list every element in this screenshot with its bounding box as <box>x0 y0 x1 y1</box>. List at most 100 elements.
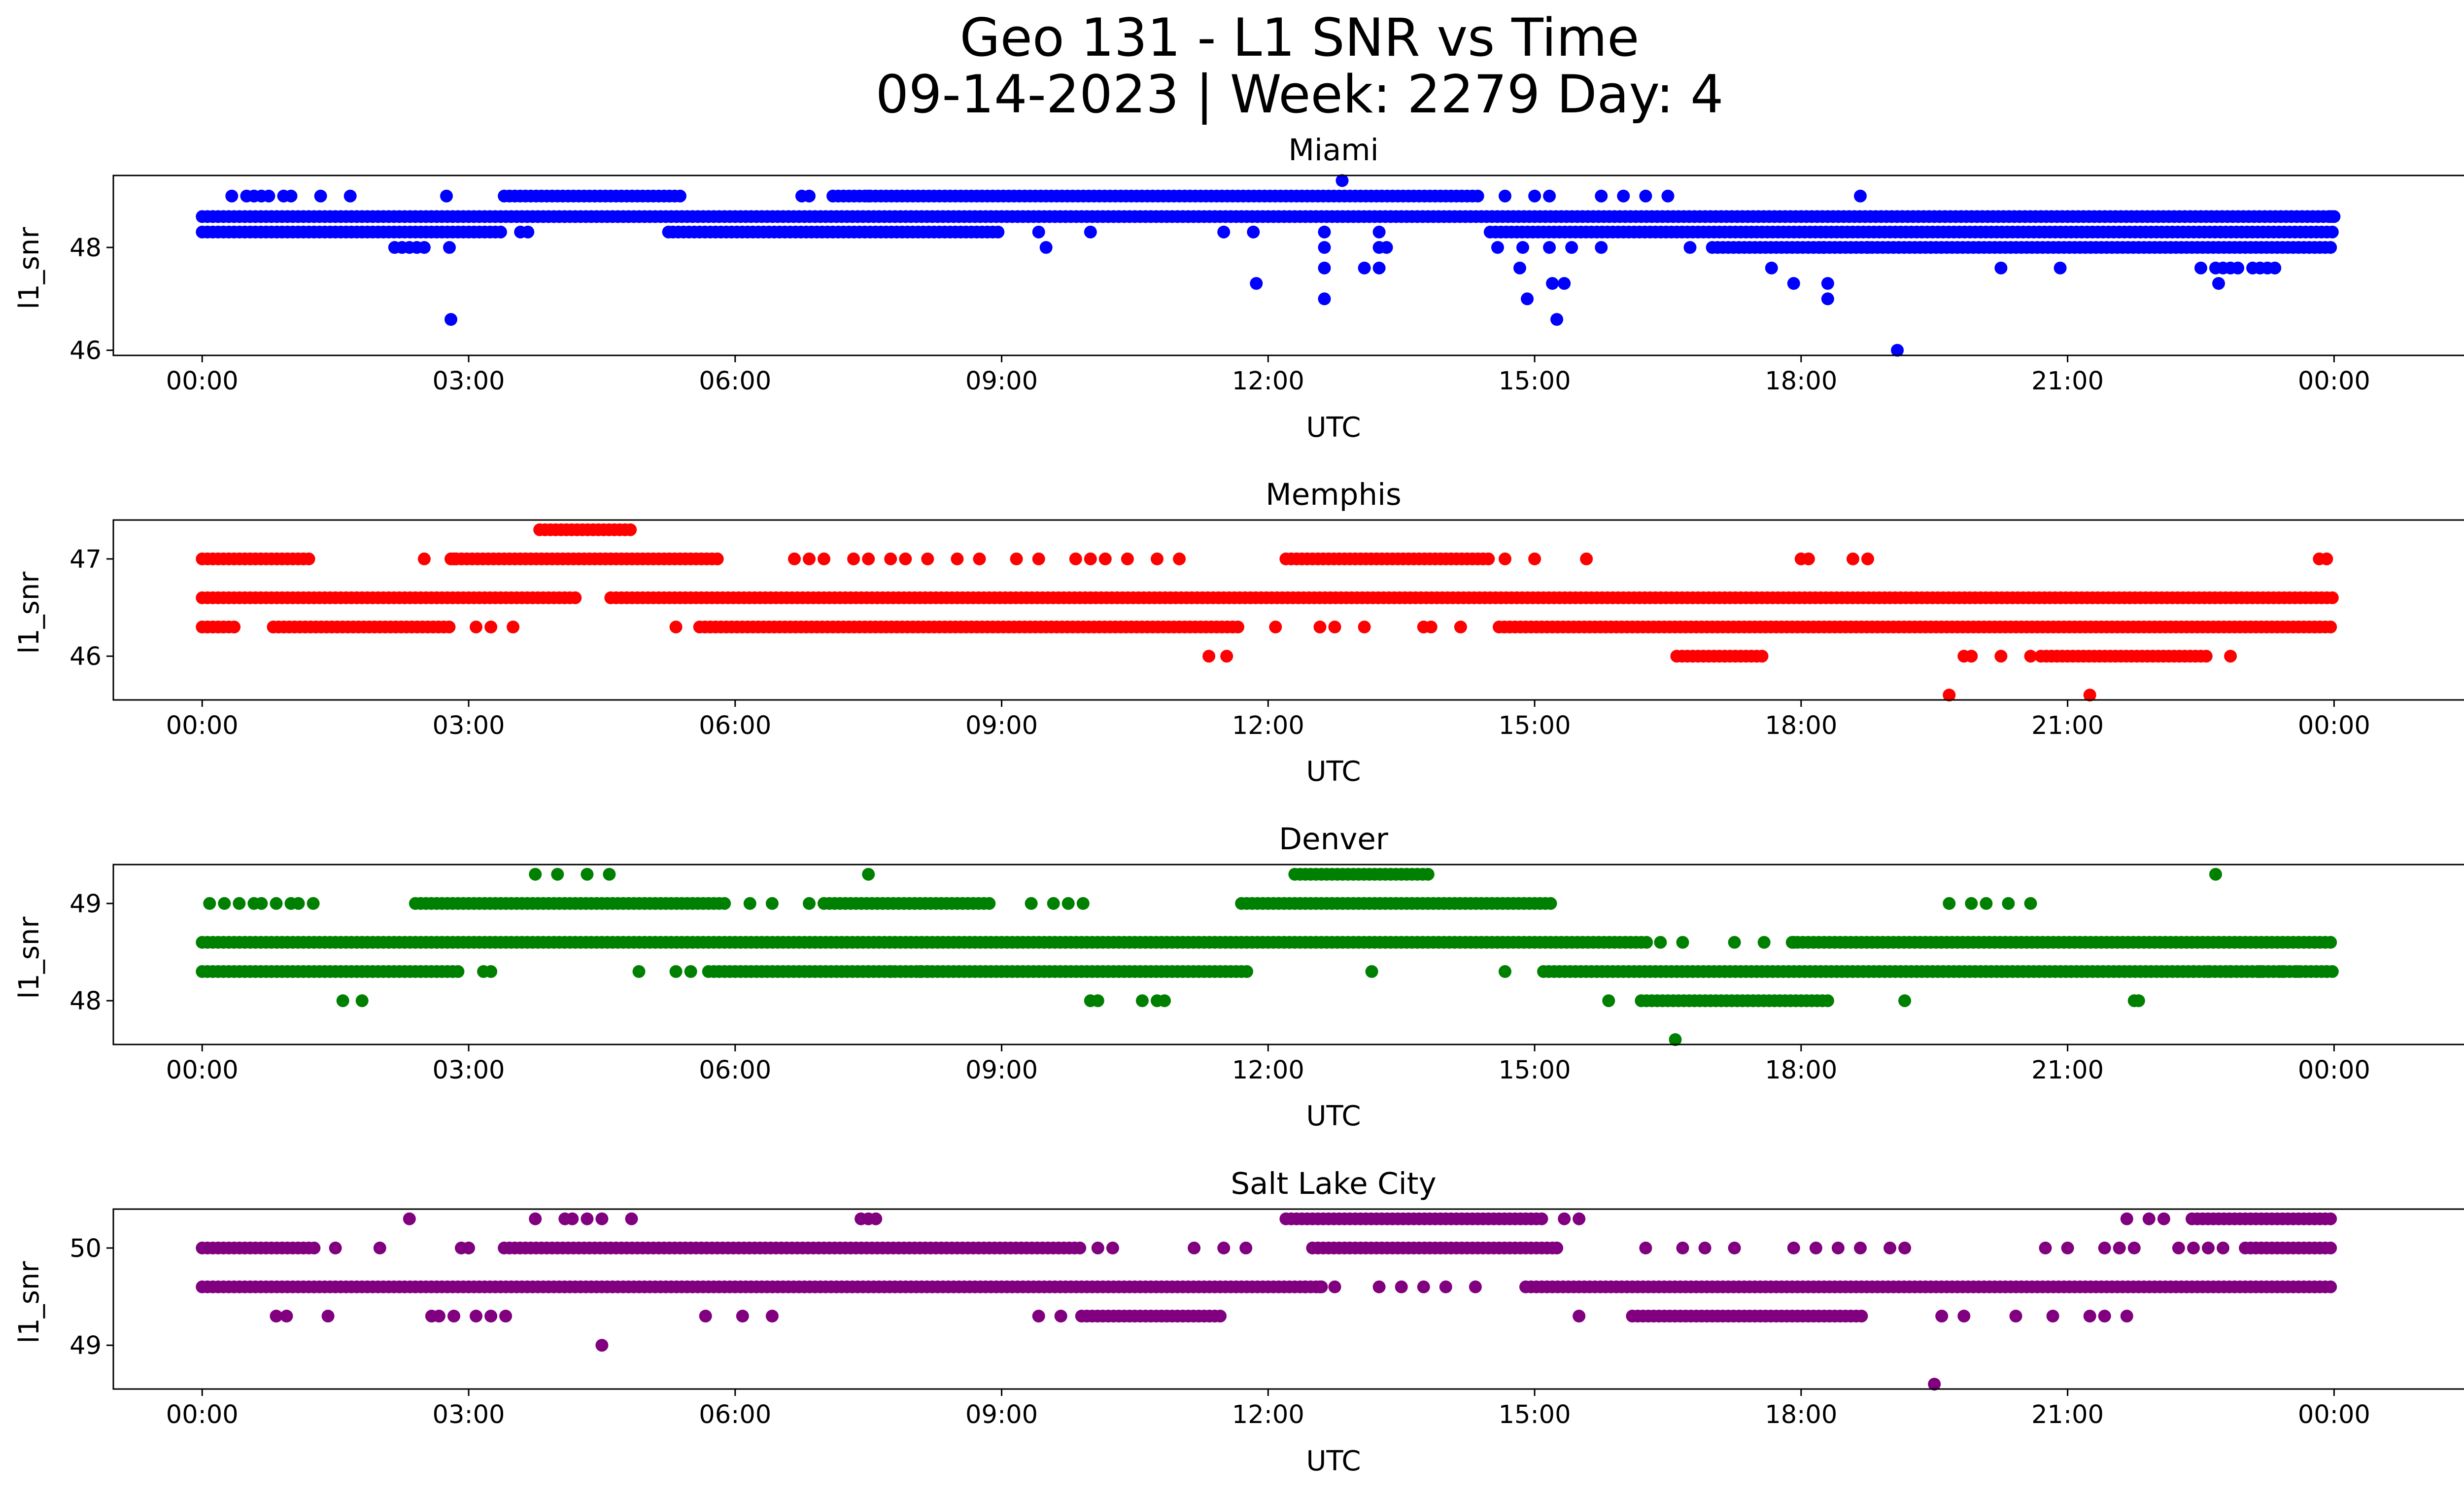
salt-lake-city-data-point <box>2142 1212 2156 1225</box>
miami-data-point <box>1558 277 1571 290</box>
salt-lake-city-data-point <box>1831 1241 1845 1254</box>
memphis-data-point <box>1965 650 1978 663</box>
memphis-x-tick-label: 00:00 <box>2298 711 2370 740</box>
salt-lake-city-data-point <box>2098 1310 2111 1322</box>
denver-data-point <box>1544 897 1557 910</box>
memphis-data-point <box>447 552 460 565</box>
memphis-data-point <box>1424 621 1437 633</box>
denver-data-point <box>1135 994 1149 1008</box>
denver-data-point <box>884 965 897 978</box>
denver-x-tick-label: 15:00 <box>1499 1056 1571 1085</box>
salt-lake-city-data-point <box>2157 1212 2170 1225</box>
denver-subplot: Denver UTC l1_snr 00:00 03:00 06:00 09:00 12… <box>13 822 2464 1132</box>
miami-x-tick-label: 12:00 <box>1232 367 1304 396</box>
miami-data-point <box>1565 241 1578 254</box>
salt-lake-city-data-point <box>1372 1280 1386 1293</box>
memphis-data-point <box>951 552 964 565</box>
denver-data-point <box>233 897 246 910</box>
denver-data-point <box>307 897 320 910</box>
memphis-data-point <box>1232 621 1244 633</box>
denver-scatter-series <box>196 868 2339 1046</box>
denver-data-point <box>1943 897 1956 910</box>
denver-data-point <box>718 897 731 910</box>
memphis-data-point <box>1358 621 1371 633</box>
denver-data-point <box>1158 994 1171 1008</box>
miami-data-point <box>1546 277 1559 290</box>
miami-data-point <box>1787 277 1800 290</box>
denver-x-tick-label: 00:00 <box>166 1056 239 1085</box>
miami-data-point <box>2231 261 2245 275</box>
miami-data-point <box>1217 225 1231 239</box>
salt-lake-city-x-tick-label: 00:00 <box>166 1400 239 1429</box>
miami-data-point <box>992 225 1005 239</box>
denver-axes-frame <box>112 864 2464 1045</box>
denver-data-point <box>1676 936 1689 949</box>
miami-x-tick-label: 09:00 <box>965 367 1038 396</box>
miami-data-point <box>674 189 686 203</box>
denver-data-point <box>2209 868 2222 881</box>
denver-data-point <box>1047 897 1060 910</box>
denver-data-point <box>862 868 875 881</box>
denver-data-point <box>765 897 779 910</box>
miami-data-point <box>440 189 453 203</box>
denver-data-point <box>218 897 231 910</box>
miami-data-point <box>225 189 239 203</box>
salt-lake-city-data-point <box>1106 1241 1119 1254</box>
miami-scatter-series <box>196 174 2341 357</box>
miami-x-tick-label: 00:00 <box>166 367 239 396</box>
memphis-data-point <box>2224 650 2237 663</box>
denver-data-point <box>2024 897 2037 910</box>
miami-data-point <box>1821 292 1834 306</box>
salt-lake-city-data-point <box>1313 1280 1327 1293</box>
denver-y-tick-label: 49 <box>69 890 102 919</box>
salt-lake-city-data-point <box>470 1310 482 1322</box>
memphis-data-point <box>2320 552 2333 565</box>
salt-lake-city-data-point <box>1898 1241 1912 1254</box>
denver-data-point <box>743 897 756 910</box>
salt-lake-city-data-point <box>1550 1241 1564 1254</box>
memphis-y-axis-label: l1_snr <box>13 571 45 654</box>
memphis-data-point <box>788 552 801 565</box>
miami-data-point <box>1372 261 1386 275</box>
salt-lake-city-data-point <box>403 1212 416 1225</box>
miami-data-point <box>1543 189 1556 203</box>
salt-lake-city-data-point <box>2324 1241 2337 1254</box>
figure-title-line-2: 09-14-2023 | Week: 2279 Day: 4 <box>876 64 1724 125</box>
denver-y-axis-label: l1_snr <box>13 916 45 999</box>
salt-lake-city-subplot-title: Salt Lake City <box>1231 1166 1436 1201</box>
salt-lake-city-data-point <box>432 1310 445 1322</box>
memphis-subplot: Memphis UTC l1_snr 00:00 03:00 06:00 09:00 1… <box>13 477 2464 788</box>
salt-lake-city-x-tick-label: 03:00 <box>433 1400 505 1429</box>
miami-data-point <box>1499 189 1511 203</box>
salt-lake-city-data-point <box>270 1310 283 1322</box>
memphis-data-point <box>1098 552 1112 565</box>
denver-x-tick-label: 00:00 <box>2298 1056 2370 1085</box>
salt-lake-city-data-point <box>2046 1310 2059 1322</box>
salt-lake-city-data-point <box>2098 1241 2111 1254</box>
salt-lake-city-data-point <box>625 1212 638 1225</box>
memphis-data-point <box>302 552 315 565</box>
salt-lake-city-x-tick-label: 09:00 <box>965 1400 1038 1429</box>
denver-data-point <box>1499 965 1511 978</box>
memphis-data-point <box>921 552 934 565</box>
salt-lake-city-data-point <box>1935 1310 1949 1322</box>
salt-lake-city-data-point <box>1558 1212 1571 1225</box>
denver-data-point <box>581 868 594 881</box>
denver-x-axis-label: UTC <box>1306 1100 1361 1132</box>
salt-lake-city-x-tick-label: 00:00 <box>2298 1400 2370 1429</box>
miami-data-point <box>1617 189 1630 203</box>
denver-data-point <box>2291 965 2304 978</box>
miami-data-point <box>1816 241 1830 254</box>
denver-x-tick-label: 09:00 <box>965 1056 1038 1085</box>
memphis-data-point <box>1482 552 1495 565</box>
miami-data-point <box>1543 241 1556 254</box>
miami-data-point <box>262 189 275 203</box>
salt-lake-city-data-point <box>499 1310 513 1322</box>
denver-data-point <box>1757 936 1771 949</box>
salt-lake-city-data-point <box>308 1241 321 1254</box>
salt-lake-city-data-point <box>1728 1241 1741 1254</box>
miami-data-point <box>1854 189 1867 203</box>
miami-data-point <box>494 225 507 239</box>
salt-lake-city-data-point <box>462 1241 475 1254</box>
denver-data-point <box>1076 897 1090 910</box>
